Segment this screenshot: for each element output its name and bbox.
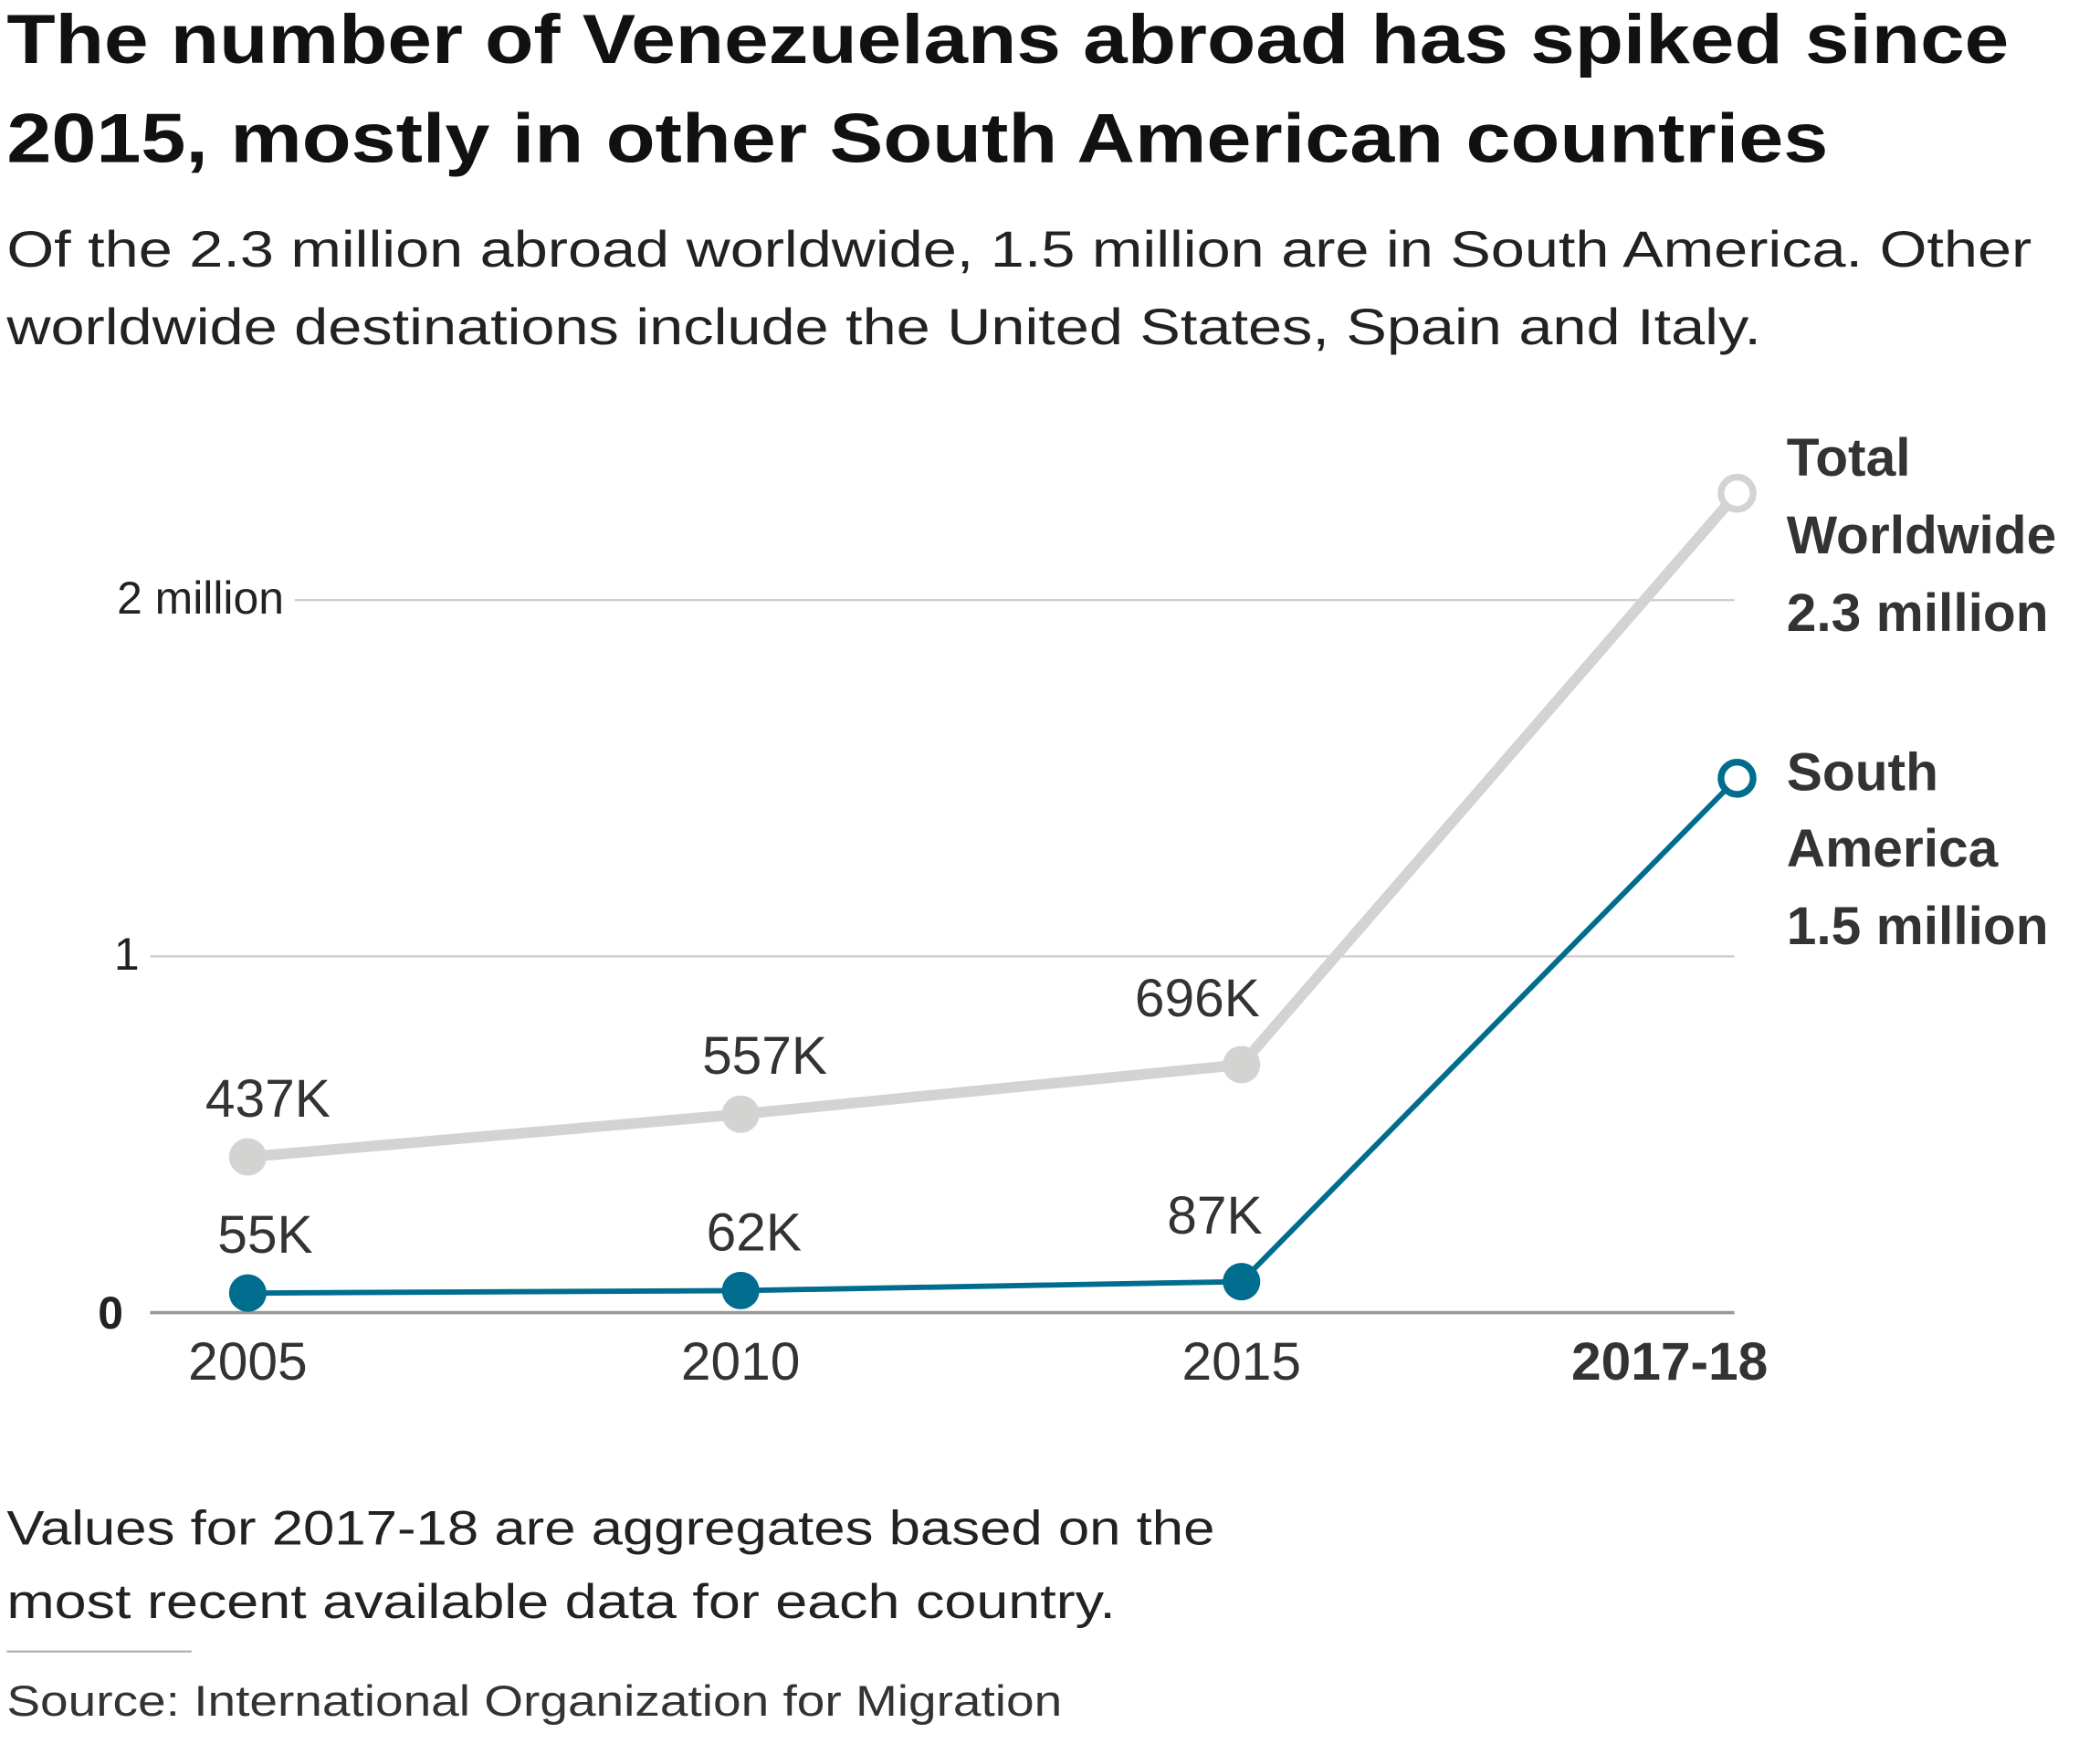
data-point: [721, 1095, 760, 1133]
data-point: [1717, 473, 1757, 513]
subtitle-line-2: worldwide destinations include the Unite…: [5, 299, 1761, 355]
x-tick-label: 2005: [188, 1332, 308, 1392]
series-end-label: Worldwide: [1787, 506, 2056, 565]
y-tick-label: 2 million: [117, 573, 284, 624]
series-line: [247, 489, 1741, 1162]
data-point: [1717, 759, 1757, 798]
series-end-label: South: [1787, 743, 1938, 803]
x-tick-label: 2017-18: [1571, 1332, 1768, 1392]
data-label: 62K: [707, 1203, 802, 1262]
note-line-2: most recent available data for each coun…: [6, 1575, 1116, 1629]
data-point: [228, 1138, 267, 1176]
y-tick-label: 0: [98, 1287, 123, 1339]
series-end-label: America: [1787, 819, 1999, 878]
series-line: [247, 776, 1739, 1297]
data-label: 696K: [1135, 969, 1260, 1028]
series-end-label: Total: [1787, 428, 1911, 488]
source: Source: International Organization for M…: [6, 1677, 1062, 1725]
x-tick-label: 2010: [681, 1332, 801, 1392]
chart-title-line-2: 2015, mostly in other South American cou…: [6, 100, 1828, 178]
series-end-label: 1.5 million: [1787, 897, 2049, 956]
data-label: 87K: [1167, 1186, 1262, 1245]
x-tick-label: 2015: [1182, 1332, 1302, 1392]
subtitle-line-1: Of the 2.3 million abroad worldwide, 1.5…: [6, 221, 2032, 278]
data-point: [721, 1271, 760, 1309]
data-point: [1223, 1263, 1261, 1301]
series-end-label: 2.3 million: [1787, 583, 2049, 643]
data-label: 557K: [702, 1026, 827, 1086]
note-line-1: Values for 2017-18 are aggregates based …: [6, 1501, 1214, 1555]
data-point: [228, 1274, 267, 1312]
chart-title-line-1: The number of Venezuelans abroad has spi…: [6, 1, 2009, 79]
data-label: 55K: [217, 1205, 312, 1265]
data-point: [1223, 1045, 1261, 1084]
data-label: 437K: [205, 1069, 331, 1129]
y-tick-label: 1: [114, 929, 140, 980]
plot-area: 0 1 2 million 2005 2010 2015 2017-18 437K 557K 69…: [98, 428, 2056, 1392]
